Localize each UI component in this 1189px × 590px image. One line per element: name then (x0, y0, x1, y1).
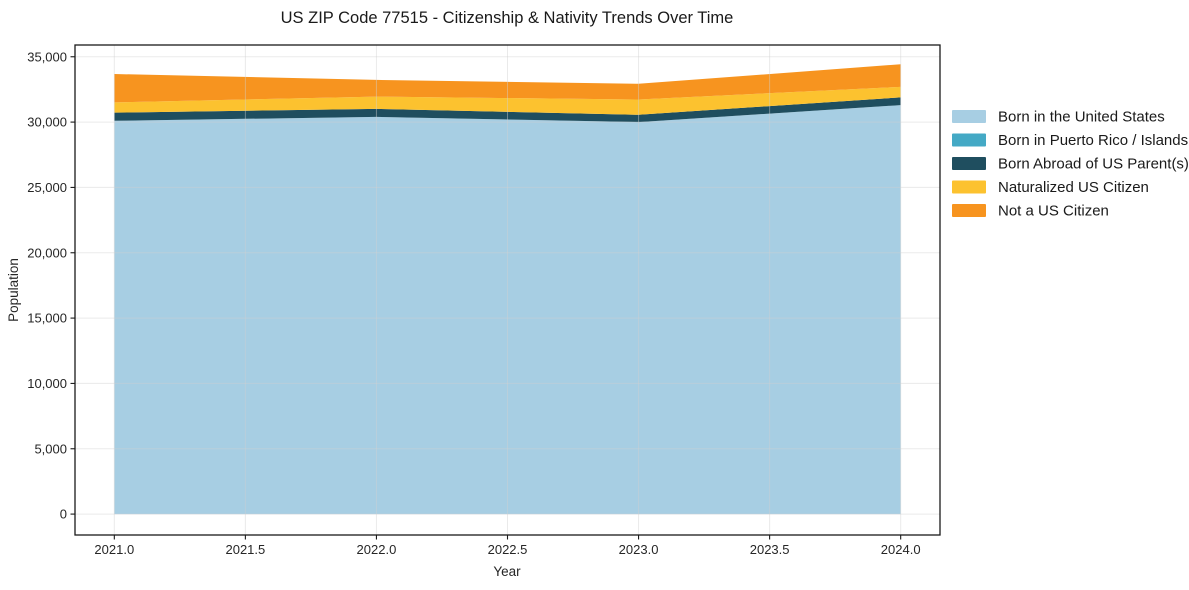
x-tick-label: 2021.5 (225, 542, 265, 557)
gridlines (75, 45, 940, 535)
y-tick-label: 30,000 (27, 115, 67, 130)
area-series-group (114, 64, 901, 515)
legend-label-naturalized-us-citizen: Naturalized US Citizen (998, 179, 1149, 196)
legend-item-born-in-the-united-states: Born in the United States (952, 109, 1165, 126)
legend-label-born-in-the-united-states: Born in the United States (998, 109, 1165, 126)
y-tick-label: 25,000 (27, 180, 67, 195)
legend-swatch-naturalized-us-citizen (952, 180, 986, 194)
area-not-a-us-citizen (114, 64, 901, 103)
axis-tick-labels: 2021.0 2021.5 2022.0 2022.5 2023.0 2023.5 2024… (27, 49, 920, 557)
y-tick-label: 0 (60, 507, 67, 522)
x-tick-label: 2023.5 (750, 542, 790, 557)
y-tick-label: 20,000 (27, 245, 67, 260)
x-axis-label: Year (493, 564, 521, 579)
y-tick-label: 5,000 (34, 441, 67, 456)
x-tick-label: 2024.0 (881, 542, 921, 557)
legend-item-born-in-puerto-rico-islands: Born in Puerto Rico / Islands (952, 132, 1188, 149)
area-born-abroad-of-us-parent-s (114, 97, 901, 123)
chart-title: US ZIP Code 77515 - Citizenship & Nativi… (281, 9, 734, 27)
area-born-in-the-united-states (114, 105, 901, 515)
legend-item-naturalized-us-citizen: Naturalized US Citizen (952, 179, 1149, 196)
x-tick-label: 2022.0 (357, 542, 397, 557)
y-tick-label: 10,000 (27, 376, 67, 391)
legend-label-born-in-puerto-rico-islands: Born in Puerto Rico / Islands (998, 132, 1188, 149)
legend-label-not-a-us-citizen: Not a US Citizen (998, 203, 1109, 220)
legend-swatch-born-in-puerto-rico-islands (952, 133, 986, 147)
legend-swatch-not-a-us-citizen (952, 204, 986, 217)
x-tick-label: 2022.5 (488, 542, 528, 557)
legend-swatch-born-in-the-united-states (952, 110, 986, 123)
x-tick-label: 2023.0 (619, 542, 659, 557)
area-naturalized-us-citizen (114, 86, 901, 115)
y-axis-label: Population (6, 258, 21, 322)
legend: Born in the United States Born in Puerto … (952, 109, 1189, 220)
y-tick-label: 35,000 (27, 49, 67, 64)
legend-item-born-abroad-of-us-parent-s: Born Abroad of US Parent(s) (952, 156, 1189, 173)
legend-label-born-abroad-of-us-parent-s: Born Abroad of US Parent(s) (998, 156, 1189, 173)
axis-ticks (70, 56, 902, 540)
x-tick-label: 2021.0 (94, 542, 134, 557)
y-tick-label: 15,000 (27, 311, 67, 326)
legend-item-not-a-us-citizen: Not a US Citizen (952, 203, 1109, 220)
legend-swatch-born-abroad-of-us-parent-s (952, 157, 986, 170)
